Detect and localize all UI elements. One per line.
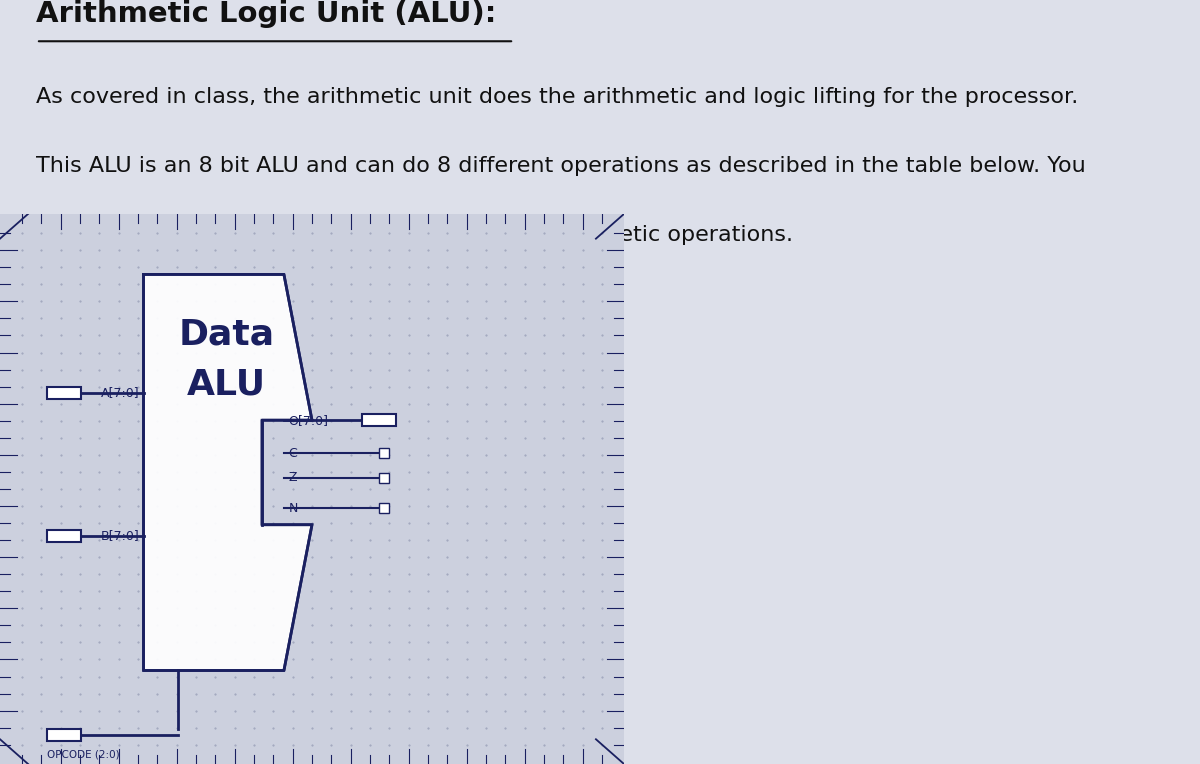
FancyBboxPatch shape xyxy=(47,529,82,542)
FancyBboxPatch shape xyxy=(47,730,82,741)
Text: B[7:0]: B[7:0] xyxy=(101,529,139,542)
FancyBboxPatch shape xyxy=(47,387,82,399)
Text: ALU: ALU xyxy=(187,367,265,401)
Text: OPCODE (2:0): OPCODE (2:0) xyxy=(47,749,120,759)
Text: Data: Data xyxy=(178,318,275,352)
Text: will build the components for these logic and arithmetic operations.: will build the components for these logi… xyxy=(36,225,793,244)
Text: Z: Z xyxy=(288,471,296,484)
Polygon shape xyxy=(144,274,312,671)
Text: N: N xyxy=(288,502,298,515)
Text: This ALU is an 8 bit ALU and can do 8 different operations as described in the t: This ALU is an 8 bit ALU and can do 8 di… xyxy=(36,156,1086,176)
Text: O[7:0]: O[7:0] xyxy=(288,413,329,427)
Text: As covered in class, the arithmetic unit does the arithmetic and logic lifting f: As covered in class, the arithmetic unit… xyxy=(36,87,1079,107)
FancyBboxPatch shape xyxy=(362,414,396,426)
Text: C: C xyxy=(288,447,298,460)
Text: Arithmetic Logic Unit (ALU):: Arithmetic Logic Unit (ALU): xyxy=(36,0,497,28)
Text: A[7:0]: A[7:0] xyxy=(101,386,139,400)
